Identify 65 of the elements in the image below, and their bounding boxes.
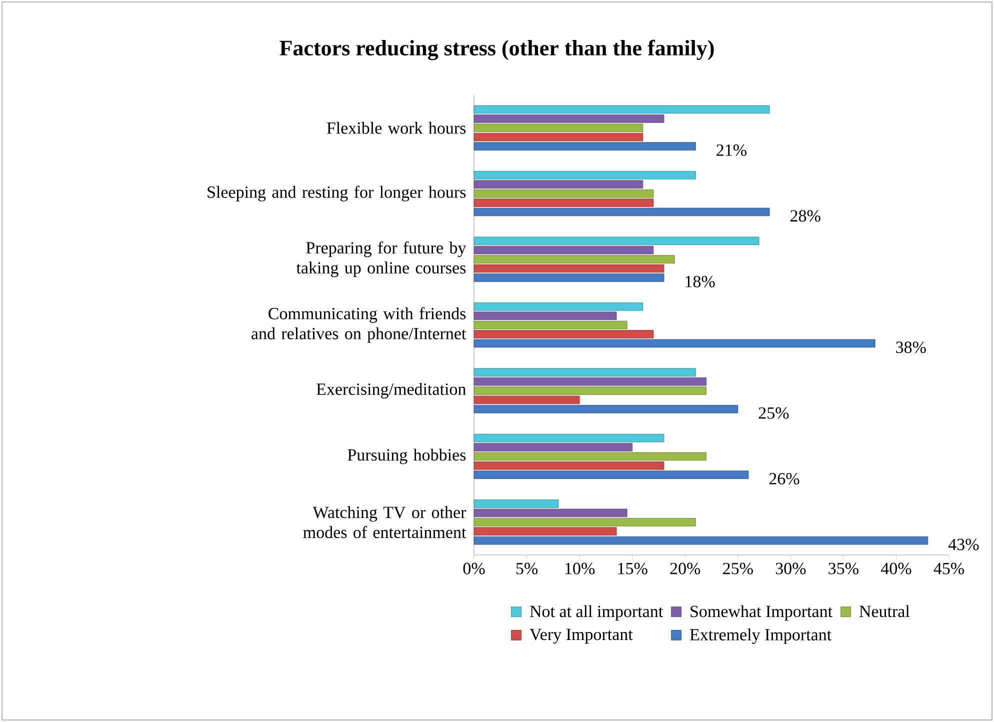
data-label: 26% — [769, 473, 800, 485]
bar — [474, 404, 738, 414]
legend-label: Neutral — [859, 605, 910, 618]
x-tick-label: 10% — [565, 562, 595, 574]
bar — [474, 320, 628, 330]
data-label: 25% — [758, 407, 789, 419]
y-tick-label: Pursuing hobbies — [348, 448, 466, 464]
legend-label: Extremely Important — [690, 628, 832, 644]
y-tick-label: Preparing for future by taking up online courses — [296, 241, 466, 278]
bar — [474, 198, 654, 207]
bar — [474, 452, 706, 461]
chart-title: Factors reducing stress (other than the family) — [280, 40, 714, 60]
bar — [474, 124, 644, 132]
y-tick-label: Watching TV or other modes of entertainment — [303, 506, 466, 538]
data-label: 43% — [948, 538, 979, 550]
x-tick-label: 30% — [776, 562, 806, 574]
bar — [474, 527, 617, 536]
bar — [474, 105, 770, 114]
data-label: 38% — [896, 342, 926, 354]
bar — [474, 443, 633, 452]
x-tick-label: 25% — [723, 562, 753, 574]
x-tick-label: 0% — [463, 562, 485, 574]
bar — [474, 330, 654, 338]
bar — [474, 180, 644, 189]
data-label: 21% — [716, 144, 746, 156]
y-tick-label: Exercising/meditation — [316, 382, 466, 398]
bar — [474, 508, 628, 518]
bar — [474, 434, 664, 442]
legend-label: Somewhat Important — [690, 605, 832, 621]
bar — [474, 132, 644, 142]
bar — [474, 246, 654, 254]
x-tick-label: 20% — [670, 562, 700, 574]
x-tick-label: 5% — [516, 562, 538, 574]
bar — [474, 255, 675, 264]
bar — [474, 461, 664, 470]
bar — [474, 339, 876, 348]
bar — [474, 500, 559, 508]
bar — [474, 171, 696, 180]
bar — [474, 302, 644, 311]
bar — [474, 274, 664, 282]
bar — [474, 368, 696, 376]
x-tick-label: 40% — [880, 562, 912, 574]
y-tick-label: Communicating with friends and relatives on phone/Internet — [252, 307, 466, 343]
bar — [474, 518, 696, 526]
legend-label: Very Important — [530, 628, 633, 644]
x-tick-label: 15% — [618, 562, 648, 574]
legend-label: Not at all important — [530, 605, 664, 621]
data-label: 28% — [790, 210, 820, 222]
bar — [474, 536, 928, 545]
bar — [474, 377, 706, 386]
bar — [474, 396, 580, 404]
bar — [474, 142, 696, 150]
x-tick-label: 35% — [828, 562, 858, 574]
x-tick-label: 45% — [934, 562, 964, 574]
bar — [474, 114, 664, 123]
y-tick-label: Flexible work hours — [326, 122, 466, 134]
bar — [474, 208, 770, 216]
bar — [474, 386, 706, 395]
bar — [474, 264, 664, 273]
data-label: 18% — [686, 276, 715, 288]
bar — [474, 189, 654, 198]
bar — [474, 236, 760, 246]
y-tick-label: Sleeping and resting for longer hours — [208, 186, 466, 202]
bar — [474, 312, 617, 320]
bar — [474, 470, 749, 479]
